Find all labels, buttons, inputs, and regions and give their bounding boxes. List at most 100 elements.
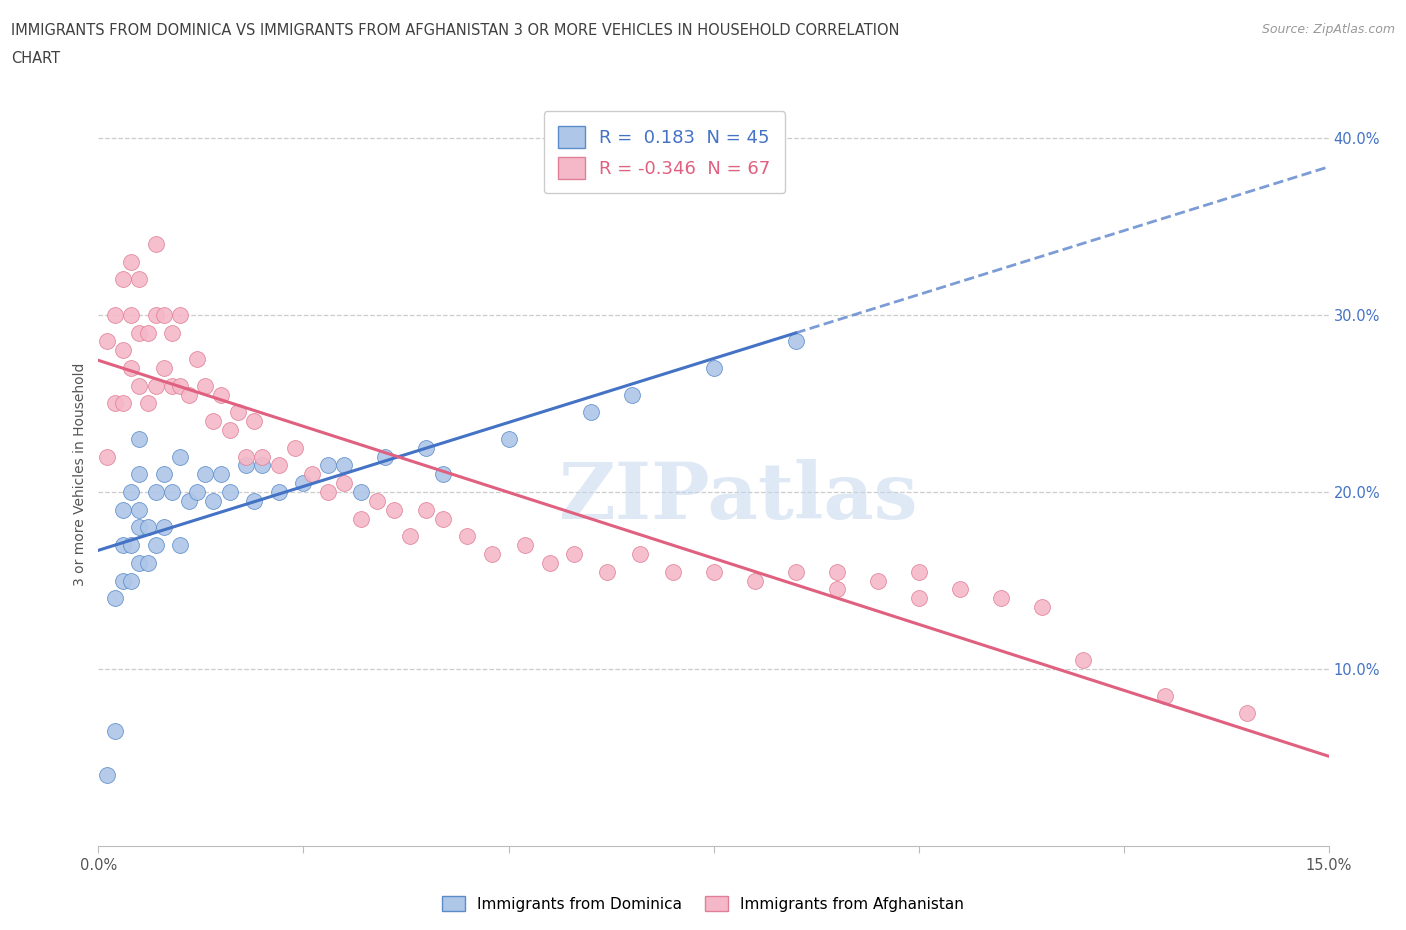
Point — [136, 555, 159, 570]
Legend: Immigrants from Dominica, Immigrants from Afghanistan: Immigrants from Dominica, Immigrants fro… — [436, 889, 970, 918]
Point — [350, 512, 373, 526]
Text: CHART: CHART — [11, 51, 60, 66]
Point — [136, 326, 159, 340]
Point — [169, 449, 191, 464]
Point — [128, 272, 150, 286]
Y-axis label: 3 or more Vehicles in Household: 3 or more Vehicles in Household — [73, 363, 87, 586]
Point — [128, 555, 150, 570]
Point — [415, 502, 437, 517]
Point — [350, 485, 373, 499]
Point — [202, 494, 225, 509]
Point — [128, 379, 150, 393]
Point — [785, 334, 807, 349]
Point — [579, 405, 602, 419]
Point — [112, 502, 135, 517]
Point — [382, 502, 405, 517]
Point — [211, 387, 233, 402]
Point — [194, 467, 217, 482]
Point — [169, 308, 191, 323]
Point — [120, 538, 142, 552]
Point — [162, 326, 184, 340]
Point — [374, 449, 396, 464]
Text: ZIPatlas: ZIPatlas — [558, 458, 918, 535]
Point — [218, 485, 240, 499]
Point — [153, 467, 176, 482]
Point — [457, 529, 479, 544]
Point — [153, 308, 176, 323]
Point — [235, 458, 257, 472]
Point — [703, 361, 725, 376]
Point — [498, 432, 520, 446]
Point — [333, 458, 356, 472]
Point — [432, 467, 454, 482]
Point — [112, 343, 135, 358]
Point — [169, 538, 191, 552]
Point — [169, 379, 191, 393]
Point — [120, 308, 142, 323]
Point — [218, 422, 240, 437]
Point — [128, 432, 150, 446]
Point — [596, 565, 619, 579]
Point — [162, 379, 184, 393]
Point — [513, 538, 536, 552]
Point — [145, 538, 167, 552]
Point — [415, 440, 437, 455]
Point — [136, 520, 159, 535]
Point — [112, 573, 135, 588]
Point — [145, 485, 167, 499]
Point — [186, 352, 208, 366]
Point — [128, 520, 150, 535]
Point — [292, 476, 315, 491]
Point — [186, 485, 208, 499]
Point — [128, 467, 150, 482]
Point — [136, 396, 159, 411]
Legend: R =  0.183  N = 45, R = -0.346  N = 67: R = 0.183 N = 45, R = -0.346 N = 67 — [544, 112, 785, 193]
Point — [235, 449, 257, 464]
Point — [194, 379, 217, 393]
Text: IMMIGRANTS FROM DOMINICA VS IMMIGRANTS FROM AFGHANISTAN 3 OR MORE VEHICLES IN HO: IMMIGRANTS FROM DOMINICA VS IMMIGRANTS F… — [11, 23, 900, 38]
Point — [949, 582, 972, 597]
Point — [202, 414, 225, 429]
Point — [96, 768, 118, 783]
Point — [825, 565, 848, 579]
Point — [399, 529, 422, 544]
Point — [628, 547, 651, 562]
Text: Source: ZipAtlas.com: Source: ZipAtlas.com — [1261, 23, 1395, 36]
Point — [432, 512, 454, 526]
Point — [252, 449, 274, 464]
Point — [284, 440, 307, 455]
Point — [243, 494, 266, 509]
Point — [301, 467, 323, 482]
Point — [252, 458, 274, 472]
Point — [120, 361, 142, 376]
Point — [907, 591, 929, 605]
Point — [96, 449, 118, 464]
Point — [366, 494, 388, 509]
Point — [333, 476, 356, 491]
Point — [177, 387, 200, 402]
Point — [1236, 706, 1258, 721]
Point — [620, 387, 643, 402]
Point — [990, 591, 1012, 605]
Point — [120, 573, 142, 588]
Point — [1153, 688, 1175, 703]
Point — [211, 467, 233, 482]
Point — [128, 502, 150, 517]
Point — [866, 573, 889, 588]
Point — [120, 485, 142, 499]
Point — [825, 582, 848, 597]
Point — [267, 458, 290, 472]
Point — [267, 485, 290, 499]
Point — [96, 334, 118, 349]
Point — [661, 565, 683, 579]
Point — [112, 272, 135, 286]
Point — [162, 485, 184, 499]
Point — [243, 414, 266, 429]
Point — [112, 396, 135, 411]
Point — [744, 573, 766, 588]
Point — [316, 485, 339, 499]
Point — [177, 494, 200, 509]
Point — [907, 565, 929, 579]
Point — [104, 724, 127, 738]
Point — [104, 396, 127, 411]
